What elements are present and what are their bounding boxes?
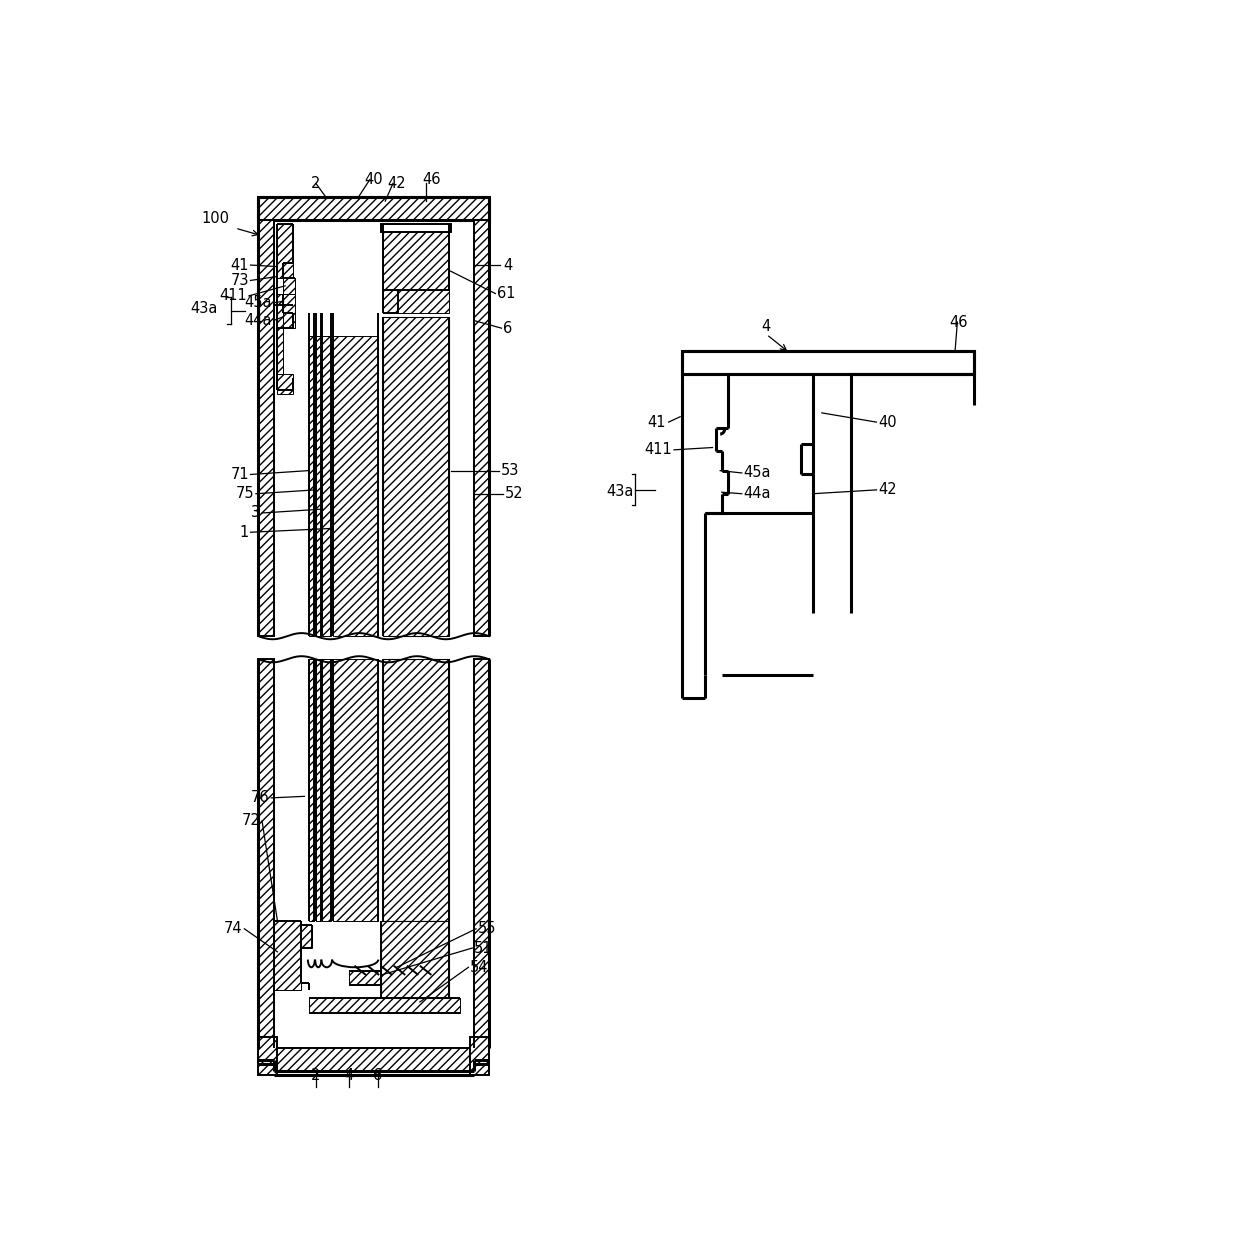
Bar [322, 336, 331, 636]
Text: 40: 40 [878, 414, 897, 429]
Bar [382, 922, 449, 998]
Text: 76: 76 [252, 791, 270, 806]
Text: 46: 46 [422, 172, 440, 188]
Text: 4: 4 [503, 258, 512, 272]
Text: 41: 41 [647, 414, 666, 429]
Bar [350, 971, 379, 985]
Bar [316, 660, 321, 922]
Bar [474, 220, 490, 636]
Text: 42: 42 [387, 176, 407, 191]
Text: 73: 73 [231, 273, 249, 288]
Text: 42: 42 [878, 482, 897, 497]
Text: 44a: 44a [244, 313, 272, 329]
Bar [474, 660, 490, 1049]
Bar [383, 660, 449, 922]
Bar [382, 224, 450, 232]
Text: 71: 71 [231, 467, 249, 482]
Text: 43a: 43a [606, 483, 634, 499]
Bar [383, 316, 449, 636]
Text: 4: 4 [345, 1068, 353, 1083]
Text: 6: 6 [373, 1068, 382, 1083]
Bar [322, 660, 331, 922]
Bar [309, 336, 315, 636]
Bar [383, 290, 449, 312]
Bar [277, 293, 283, 390]
Text: 2: 2 [311, 1068, 321, 1083]
Text: 72: 72 [242, 813, 260, 828]
Bar [258, 198, 490, 220]
Text: 43a: 43a [191, 301, 218, 316]
Bar [274, 1049, 474, 1071]
Bar [258, 660, 274, 1049]
Text: 411: 411 [645, 442, 672, 457]
Text: 40: 40 [365, 172, 383, 188]
Bar [277, 224, 293, 278]
Text: 61: 61 [497, 286, 516, 301]
Bar [332, 336, 377, 636]
Text: 1: 1 [239, 525, 249, 540]
Text: 2: 2 [311, 176, 321, 191]
Text: 53: 53 [501, 463, 520, 478]
Bar [309, 998, 460, 1013]
Text: 46: 46 [950, 315, 968, 330]
Text: 3: 3 [252, 505, 260, 520]
Text: 54: 54 [470, 959, 489, 974]
Bar [682, 351, 975, 374]
Bar [470, 1036, 490, 1075]
Bar [277, 374, 293, 394]
Bar [283, 293, 295, 329]
Bar [316, 336, 321, 636]
Bar [383, 232, 449, 290]
Bar [309, 660, 315, 922]
Text: 6: 6 [503, 321, 512, 336]
Bar [283, 278, 295, 293]
Text: 75: 75 [236, 486, 254, 501]
Text: 41: 41 [231, 258, 249, 272]
Bar [258, 220, 274, 636]
Text: 100: 100 [202, 212, 229, 227]
Text: 52: 52 [505, 486, 523, 501]
Text: 45a: 45a [244, 296, 272, 310]
Text: 55: 55 [477, 922, 496, 937]
Text: 4: 4 [761, 319, 771, 334]
Text: 51: 51 [474, 940, 492, 956]
Bar [274, 922, 300, 991]
Text: 44a: 44a [743, 486, 771, 501]
Bar [300, 925, 312, 948]
Text: 411: 411 [219, 288, 247, 303]
Text: 45a: 45a [743, 466, 771, 481]
Bar [258, 1036, 278, 1075]
Bar [332, 660, 377, 922]
Text: 74: 74 [224, 922, 243, 937]
